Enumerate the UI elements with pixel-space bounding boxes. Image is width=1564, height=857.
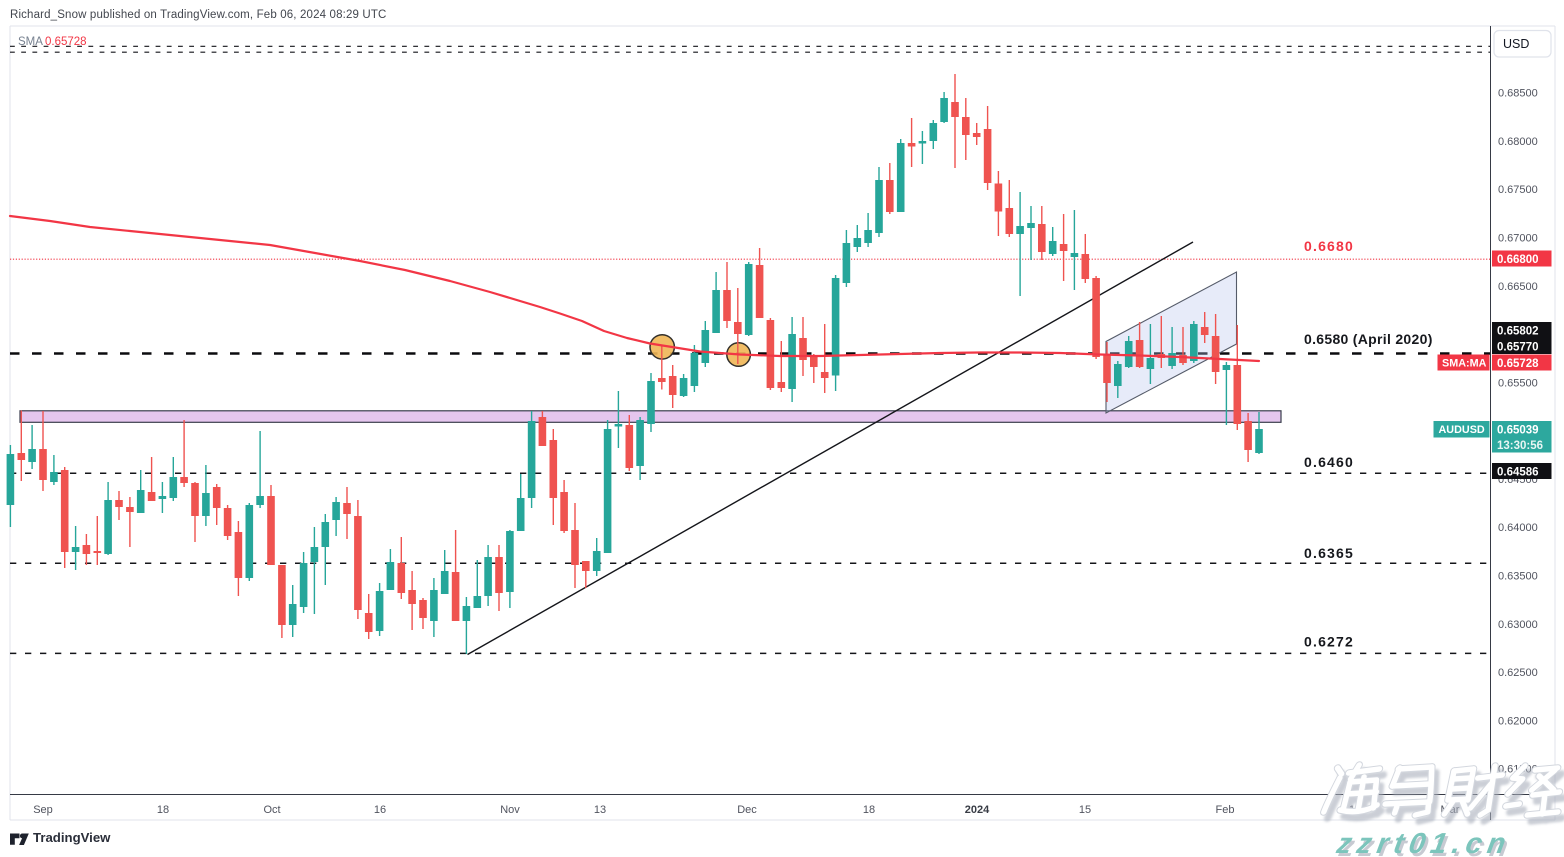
svg-text:0.65728: 0.65728 [1497, 358, 1539, 370]
svg-text:USD: USD [1503, 37, 1529, 51]
svg-text:0.66500: 0.66500 [1498, 281, 1538, 293]
svg-text:18: 18 [157, 804, 169, 816]
svg-text:zzrt01.cn: zzrt01.cn [1336, 831, 1516, 857]
svg-text:0.65802: 0.65802 [1497, 325, 1539, 337]
svg-text:0.63500: 0.63500 [1498, 571, 1538, 583]
svg-text:15: 15 [1079, 804, 1091, 816]
svg-text:TradingView: TradingView [33, 830, 111, 845]
svg-text:Richard_Snow published on Trad: Richard_Snow published on TradingView.co… [10, 9, 386, 21]
svg-text:0.68000: 0.68000 [1498, 136, 1538, 148]
svg-text:0.67500: 0.67500 [1498, 184, 1538, 196]
svg-text:0.64586: 0.64586 [1497, 466, 1539, 478]
svg-text:0.64000: 0.64000 [1498, 522, 1538, 534]
svg-text:0.66800: 0.66800 [1497, 254, 1539, 266]
svg-text:0.6272: 0.6272 [1304, 634, 1354, 650]
svg-text:Sep: Sep [33, 804, 53, 816]
svg-text:13:30:56: 13:30:56 [1497, 440, 1543, 452]
svg-text:0.65500: 0.65500 [1498, 377, 1538, 389]
svg-text:18: 18 [863, 804, 875, 816]
svg-text:0.67000: 0.67000 [1498, 233, 1538, 245]
svg-text:0.65039: 0.65039 [1497, 424, 1539, 436]
svg-text:SMA:MA: SMA:MA [1442, 357, 1487, 369]
svg-text:SMA: SMA [18, 36, 43, 48]
svg-text:13: 13 [594, 804, 606, 816]
svg-text:0.6365: 0.6365 [1304, 545, 1354, 561]
svg-text:0.65728: 0.65728 [45, 36, 87, 48]
svg-text:0.62500: 0.62500 [1498, 667, 1538, 679]
svg-text:Feb: Feb [1216, 804, 1235, 816]
svg-text:0.63000: 0.63000 [1498, 619, 1538, 631]
svg-text:0.6460: 0.6460 [1304, 454, 1354, 470]
svg-text:Oct: Oct [263, 804, 280, 816]
svg-text:0.65770: 0.65770 [1497, 341, 1539, 353]
svg-text:0.62000: 0.62000 [1498, 715, 1538, 727]
svg-text:0.6580 (April 2020): 0.6580 (April 2020) [1304, 331, 1433, 347]
svg-text:0.68500: 0.68500 [1498, 88, 1538, 100]
svg-text:AUDUSD: AUDUSD [1439, 424, 1485, 436]
svg-text:Nov: Nov [500, 804, 520, 816]
svg-text:16: 16 [374, 804, 386, 816]
svg-text:zzrt01.cn: zzrt01.cn [1333, 828, 1513, 857]
svg-text:2024: 2024 [965, 804, 990, 816]
svg-text:0.6680: 0.6680 [1304, 238, 1354, 254]
svg-text:Dec: Dec [737, 804, 757, 816]
